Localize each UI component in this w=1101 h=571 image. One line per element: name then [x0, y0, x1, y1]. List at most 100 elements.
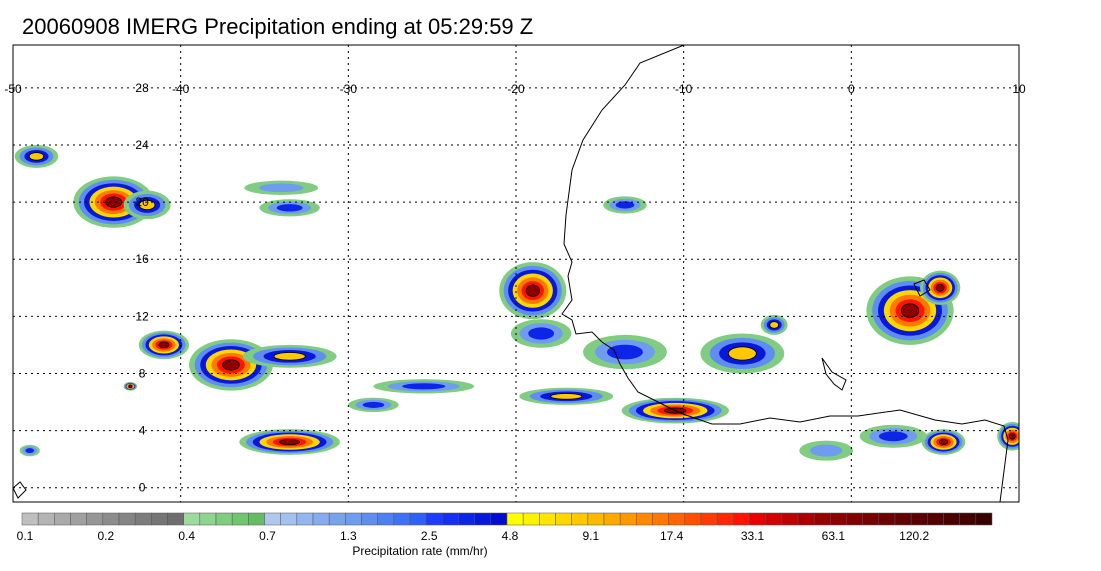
lat-tick-label: 28	[135, 81, 149, 95]
lon-tick-label: -40	[172, 82, 190, 96]
precip-cell	[244, 180, 319, 195]
lat-tick-label: 16	[135, 252, 149, 266]
lat-tick-label: 8	[139, 366, 146, 380]
colorbar-swatch	[345, 512, 362, 526]
colorbar-swatch	[927, 512, 944, 526]
lon-tick-label: -10	[675, 82, 693, 96]
colorbar-tick-label: 4.8	[502, 529, 519, 543]
precip-cell	[510, 319, 572, 348]
west-africa-coastline	[561, 45, 1009, 502]
colorbar-swatch	[943, 512, 960, 526]
precip-contour	[615, 201, 635, 209]
colorbar-swatch	[361, 512, 378, 526]
colorbar-swatch	[183, 512, 201, 526]
colorbar-swatch	[37, 512, 55, 526]
precip-contour	[362, 401, 385, 408]
colorbar-tick-label: 2.5	[421, 529, 438, 543]
lon-tick-label: -20	[507, 82, 525, 96]
colorbar-swatch	[134, 512, 152, 526]
plot-frame	[12, 44, 1020, 503]
precip-contour	[938, 439, 949, 445]
colorbar-tick-label: 0.4	[178, 529, 195, 543]
colorbar-swatch	[151, 512, 168, 526]
colorbar-tick-label: 17.4	[660, 529, 684, 543]
colorbar-swatch	[539, 512, 556, 526]
colorbar	[21, 512, 993, 526]
precip-cell	[700, 333, 785, 374]
colorbar-swatch	[555, 512, 572, 526]
colorbar-swatch	[522, 512, 540, 526]
precip-cell	[348, 397, 399, 413]
precip-contour	[259, 183, 304, 193]
colorbar-swatch	[264, 512, 281, 526]
colorbar-swatch	[409, 512, 427, 526]
colorbar-swatch	[199, 512, 217, 526]
precip-cell	[921, 429, 966, 455]
precip-cell	[373, 379, 475, 394]
colorbar-swatch	[328, 512, 346, 526]
colorbar-swatch	[749, 512, 766, 526]
colorbar-swatch	[118, 512, 136, 526]
coastline	[13, 45, 1009, 502]
colorbar-swatch	[733, 512, 750, 526]
colorbar-tick-labels: 0.1 0.2 0.4 0.7 1.3 2.5 4.8 9.1 17.4 33.1 63.1 120.…	[17, 529, 930, 543]
precip-contour	[525, 284, 540, 297]
lat-tick-label: 0	[139, 481, 146, 495]
lat-tick-label: 24	[135, 138, 149, 152]
graticule	[13, 45, 1019, 502]
precip-contour	[878, 431, 908, 442]
precip-cell	[14, 144, 59, 168]
precip-cell	[920, 270, 961, 305]
colorbar-swatch	[474, 512, 492, 526]
lon-tick-label: 0	[848, 82, 855, 96]
precip-cell	[123, 382, 138, 391]
colorbar-tick-label: 0.1	[17, 529, 34, 543]
colorbar-swatch	[587, 512, 605, 526]
latitude-tick-labels: 0 4 8 12 16 20 24 28	[135, 81, 149, 495]
colorbar-swatch	[846, 512, 863, 526]
precip-cell	[239, 429, 340, 455]
colorbar-tick-label: 63.1	[822, 529, 846, 543]
precip-contour	[900, 303, 920, 318]
colorbar-swatch	[248, 512, 265, 526]
colorbar-swatch	[280, 512, 298, 526]
lake-chad-outline	[913, 279, 931, 297]
colorbar-swatch	[102, 512, 120, 526]
colorbar-swatch	[910, 512, 928, 526]
lat-tick-label: 20	[135, 195, 149, 209]
lake-volta-outline	[821, 357, 847, 391]
colorbar-swatch	[813, 512, 831, 526]
colorbar-swatch	[975, 512, 993, 526]
precip-contour	[158, 341, 170, 349]
colorbar-swatch	[959, 512, 977, 526]
precip-contour	[105, 196, 123, 208]
colorbar-caption: Precipitation rate (mm/hr)	[352, 544, 487, 558]
colorbar-swatch	[684, 512, 702, 526]
precip-cell	[760, 314, 788, 335]
precip-contour	[769, 321, 780, 329]
colorbar-swatch	[215, 512, 233, 526]
precip-contour	[727, 346, 757, 361]
colorbar-swatch	[700, 512, 718, 526]
precip-contour	[935, 283, 945, 292]
lat-tick-label: 12	[135, 309, 149, 323]
colorbar-swatch	[425, 512, 443, 526]
precip-contour	[276, 204, 303, 212]
colorbar-swatch	[296, 512, 314, 526]
lat-tick-label: 4	[139, 424, 146, 438]
precip-cell	[123, 190, 171, 220]
colorbar-tick-label: 0.2	[97, 529, 114, 543]
precip-cell	[519, 387, 614, 405]
colorbar-swatch	[377, 512, 395, 526]
colorbar-tick-label: 33.1	[741, 529, 765, 543]
map-title: 20060908 IMERG Precipitation ending at 0…	[22, 14, 534, 39]
colorbar-tick-label: 120.2	[899, 529, 929, 543]
precip-contour	[402, 383, 446, 390]
precip-contour	[25, 448, 35, 454]
precip-contour	[273, 352, 306, 361]
colorbar-swatch	[393, 512, 411, 526]
precip-contour	[222, 359, 240, 371]
precip-contour	[550, 393, 583, 400]
precip-cell	[997, 422, 1019, 451]
